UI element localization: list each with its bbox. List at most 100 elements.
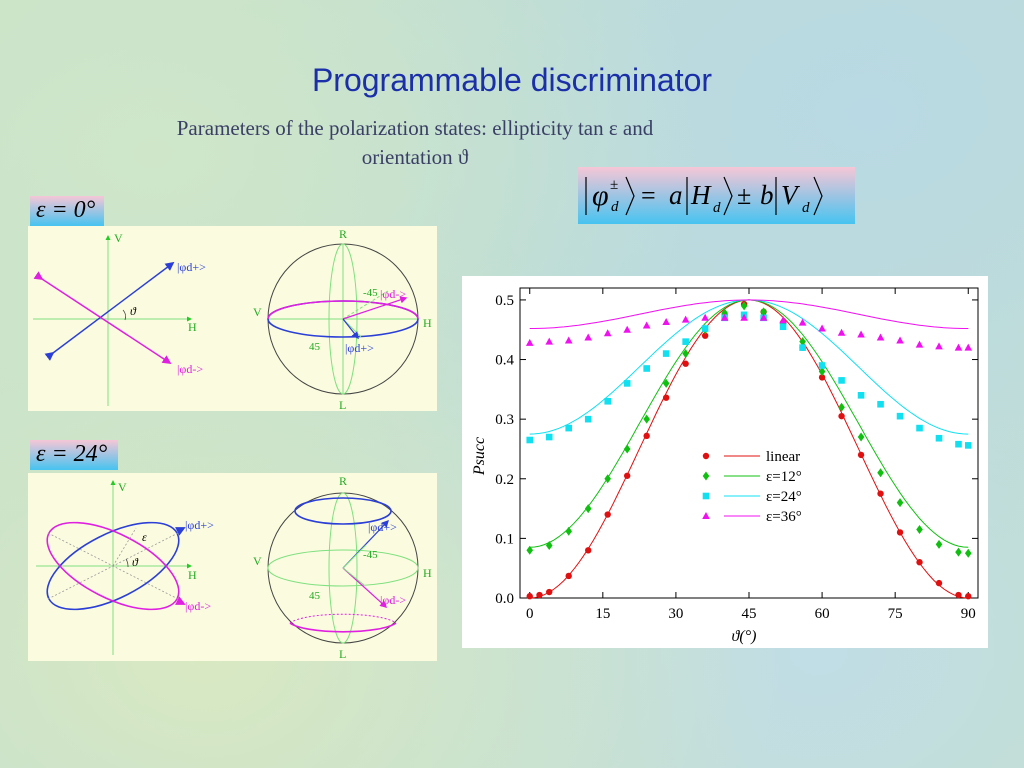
data-point xyxy=(896,498,904,508)
data-point xyxy=(965,593,972,600)
legend-marker xyxy=(702,452,710,460)
fit-curve xyxy=(529,299,969,329)
data-point xyxy=(896,412,904,420)
data-point xyxy=(585,547,592,554)
data-point xyxy=(682,360,689,367)
slide-title: Programmable discriminator xyxy=(311,62,713,98)
data-point xyxy=(604,474,612,484)
eq-H-sub: d xyxy=(713,200,721,216)
data-point xyxy=(818,324,826,332)
data-point xyxy=(740,313,748,321)
plus45-label: 45 xyxy=(309,341,321,353)
data-point xyxy=(565,526,573,536)
legend-marker xyxy=(702,471,710,481)
data-point xyxy=(701,313,709,321)
data-point xyxy=(916,559,923,566)
legend-label: ε=24° xyxy=(766,489,802,505)
x-axis-label: ϑ(°) xyxy=(732,628,757,645)
data-point xyxy=(526,593,533,600)
data-point xyxy=(857,432,865,442)
legend-label: ε=12° xyxy=(766,469,802,485)
data-point xyxy=(877,490,884,497)
data-point xyxy=(877,400,884,408)
epsilon-0-text: ε = 0° xyxy=(36,197,96,223)
data-point xyxy=(818,374,826,381)
sphere2-r-label: R xyxy=(339,474,347,488)
data-point xyxy=(525,338,534,346)
data-point xyxy=(896,336,904,344)
data-point xyxy=(964,442,972,449)
eq-pm: ± xyxy=(737,181,751,210)
eq-phi: φ xyxy=(592,179,609,212)
v-axis-label-2: V xyxy=(118,480,127,494)
data-point xyxy=(682,338,689,345)
data-point xyxy=(643,432,650,440)
epsilon-24-text: ε = 24° xyxy=(36,441,108,467)
data-point xyxy=(740,301,748,311)
data-point xyxy=(623,325,631,333)
data-point xyxy=(896,529,904,536)
data-point xyxy=(955,591,962,599)
sphere2-phi-minus-label: |φd-> xyxy=(380,593,406,607)
linear-polarization-svg: V H ϑ |φd+> |φd-> R L V H -45 45 |φd-> |… xyxy=(33,227,432,412)
data-point xyxy=(964,343,973,351)
data-point xyxy=(526,545,534,555)
x-tick-label: 30 xyxy=(668,606,683,622)
elliptical-polarization-svg: V H ϑ ε |φd+> |φd-> R L V H -45 45 |φd+>… xyxy=(36,474,432,661)
epsilon-angle-label: ε xyxy=(142,530,147,544)
eq-pm-sup: ± xyxy=(610,177,618,193)
data-point xyxy=(779,316,787,324)
data-point xyxy=(964,548,972,558)
y-axis-label: Psucc xyxy=(471,437,488,476)
x-tick-label: 75 xyxy=(888,606,903,622)
data-point xyxy=(955,547,962,557)
x-tick-label: 90 xyxy=(961,606,976,622)
data-point xyxy=(779,323,787,331)
eq-V-sub: d xyxy=(802,200,810,216)
sphere-phi-minus-label: |φd-> xyxy=(380,287,406,301)
phi-minus-label: |φd-> xyxy=(177,362,203,376)
plus45-label-2: 45 xyxy=(309,590,321,602)
data-point xyxy=(681,315,690,323)
data-point xyxy=(545,337,554,345)
phi-minus-label-2: |φd-> xyxy=(185,599,211,613)
data-point xyxy=(662,317,670,325)
data-point xyxy=(623,380,631,387)
data-point xyxy=(760,307,767,317)
data-point xyxy=(955,440,962,448)
state-equation: φ ± d = a H d ± b V d xyxy=(578,167,855,224)
data-point xyxy=(642,321,651,329)
data-point xyxy=(623,472,631,479)
data-point xyxy=(954,343,963,351)
data-point xyxy=(545,541,553,551)
data-point xyxy=(565,572,572,580)
eq-b: b xyxy=(760,180,774,210)
legend-label: ε=36° xyxy=(766,509,802,525)
y-tick-label: 0.4 xyxy=(495,353,514,369)
data-point xyxy=(798,318,807,326)
data-point xyxy=(935,342,943,350)
subtitle-line-1: Parameters of the polarization states: e… xyxy=(176,116,654,140)
eq-H: H xyxy=(690,180,712,210)
data-point xyxy=(935,434,943,442)
sphere-l-label: L xyxy=(339,398,346,412)
sphere2-l-label: L xyxy=(339,647,346,661)
eq-d-sub: d xyxy=(611,199,619,215)
fit-curve xyxy=(529,299,969,599)
x-tick-label: 0 xyxy=(526,606,534,622)
data-point xyxy=(526,436,534,444)
sphere-phi-plus-label: |φd+> xyxy=(345,341,374,355)
theta-label: ϑ xyxy=(130,304,137,318)
legend-marker xyxy=(702,512,710,519)
chart-svg: 0 15 30 45 60 75 90 0.0 0.1 0.2 0.3 0.4 0.5 linear ε=… xyxy=(471,287,979,645)
slide-subtitle: Parameters of the polarization states: e… xyxy=(80,114,750,172)
data-point xyxy=(643,365,650,372)
data-point xyxy=(662,350,670,357)
success-probability-chart: 0 15 30 45 60 75 90 0.0 0.1 0.2 0.3 0.4 0.5 linear ε=… xyxy=(462,276,988,648)
h-axis-label: H xyxy=(188,320,197,334)
y-tick-label: 0.2 xyxy=(495,472,514,488)
epsilon-0-label: ε = 0° xyxy=(30,196,104,226)
data-point xyxy=(759,313,768,321)
legend-marker xyxy=(702,492,710,500)
data-point xyxy=(877,468,884,478)
